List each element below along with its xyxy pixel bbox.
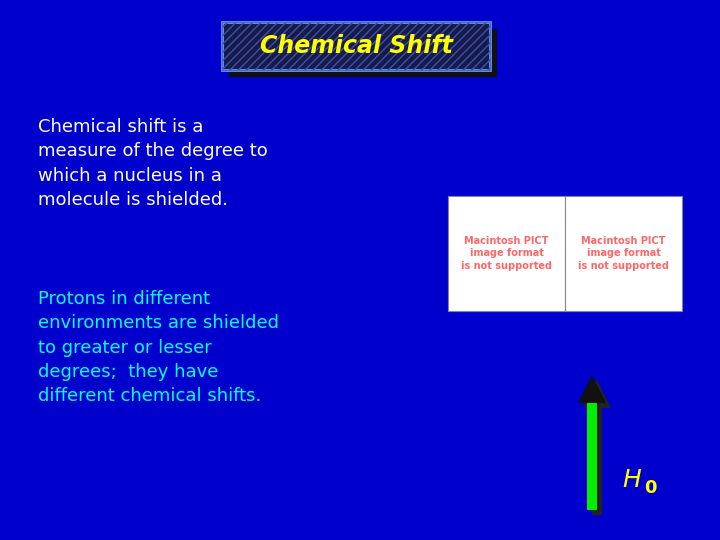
Text: Protons in different
environments are shielded
to greater or lesser
degrees;  th: Protons in different environments are sh… [38, 290, 279, 405]
Polygon shape [578, 375, 606, 403]
Text: Macintosh PICT
image format
is not supported: Macintosh PICT image format is not suppo… [578, 236, 669, 271]
Bar [448, 196, 565, 311]
Bar [222, 22, 490, 70]
Text: $H$: $H$ [622, 468, 642, 492]
Bar [587, 403, 597, 510]
Bar [222, 22, 490, 70]
Bar [592, 408, 602, 515]
Polygon shape [583, 380, 611, 408]
Text: Macintosh PICT
image format
is not supported: Macintosh PICT image format is not suppo… [461, 236, 552, 271]
Text: Chemical shift is a
measure of the degree to
which a nucleus in a
molecule is sh: Chemical shift is a measure of the degre… [38, 118, 268, 209]
Bar [229, 29, 497, 77]
Bar [565, 196, 682, 311]
Text: Chemical Shift: Chemical Shift [260, 34, 452, 58]
Text: 0: 0 [644, 479, 657, 497]
